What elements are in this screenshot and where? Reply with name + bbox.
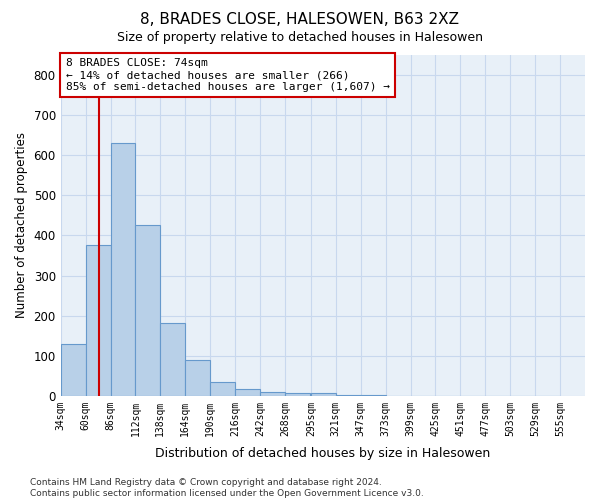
Bar	[260, 392, 285, 396]
Bar	[110, 143, 136, 396]
Bar	[86, 246, 110, 396]
Text: Size of property relative to detached houses in Halesowen: Size of property relative to detached ho…	[117, 31, 483, 44]
Bar	[160, 323, 185, 396]
Bar	[336, 395, 361, 396]
Bar	[61, 344, 86, 396]
Bar	[285, 394, 310, 396]
Bar	[210, 382, 235, 396]
Y-axis label: Number of detached properties: Number of detached properties	[15, 132, 28, 318]
Bar	[235, 388, 260, 396]
Bar	[136, 226, 160, 396]
Text: 8 BRADES CLOSE: 74sqm
← 14% of detached houses are smaller (266)
85% of semi-det: 8 BRADES CLOSE: 74sqm ← 14% of detached …	[66, 58, 390, 92]
Bar	[185, 360, 210, 396]
Bar	[311, 394, 336, 396]
X-axis label: Distribution of detached houses by size in Halesowen: Distribution of detached houses by size …	[155, 447, 490, 460]
Text: Contains HM Land Registry data © Crown copyright and database right 2024.
Contai: Contains HM Land Registry data © Crown c…	[30, 478, 424, 498]
Bar	[361, 395, 386, 396]
Text: 8, BRADES CLOSE, HALESOWEN, B63 2XZ: 8, BRADES CLOSE, HALESOWEN, B63 2XZ	[140, 12, 460, 28]
